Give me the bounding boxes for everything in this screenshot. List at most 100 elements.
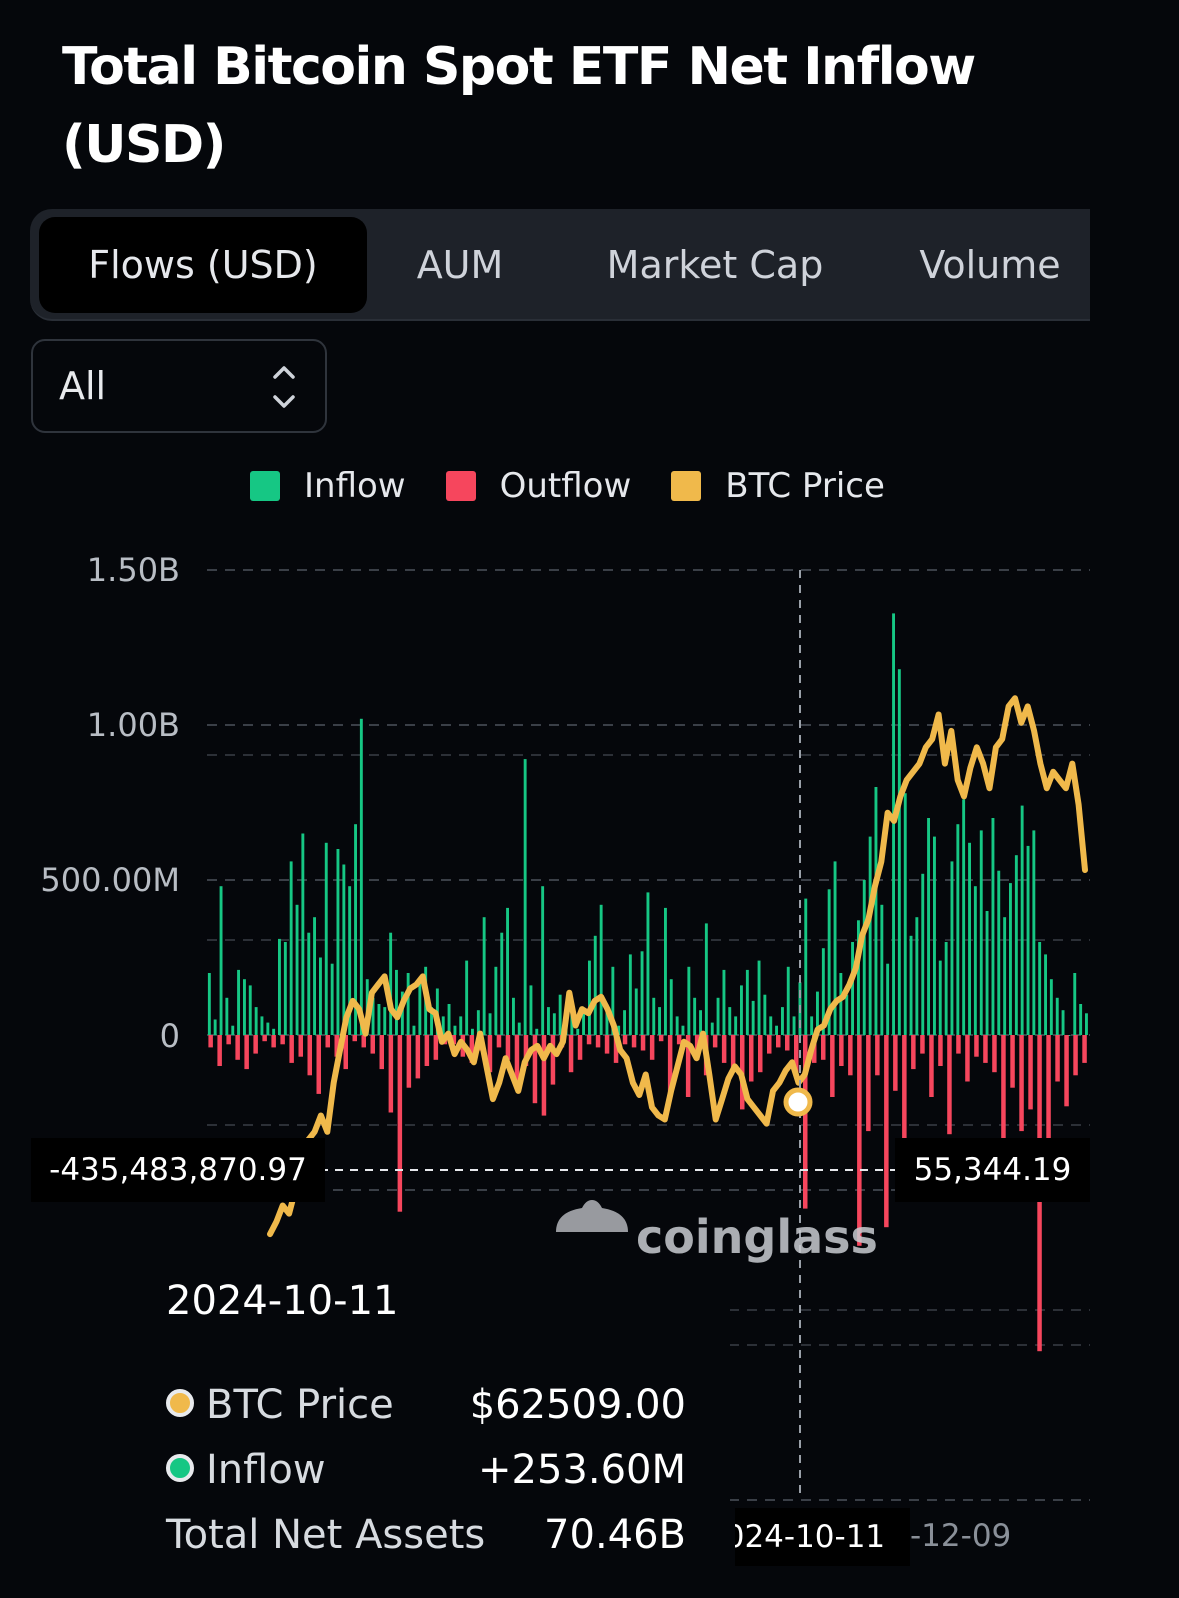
inflow-bar	[862, 880, 866, 1035]
legend-item-inflow[interactable]: Inflow	[250, 466, 406, 506]
tab-volume[interactable]: Volume	[919, 243, 1061, 287]
inflow-bar	[283, 942, 287, 1035]
range-select[interactable]: All	[31, 339, 327, 433]
crosshair-left-value: -435,483,870.97	[31, 1138, 325, 1202]
inflow-bar	[786, 966, 790, 1035]
inflow-bar	[909, 935, 913, 1035]
inflow-bar	[968, 842, 971, 1035]
outflow-bar	[920, 1035, 925, 1054]
inflow-bar	[687, 966, 691, 1035]
inflow-bar	[628, 954, 632, 1035]
inflow-bar	[482, 917, 486, 1035]
outflow-bar	[848, 1035, 853, 1076]
inflow-bar	[295, 904, 299, 1035]
outflow-bar	[469, 1035, 475, 1063]
tooltip-value: +253.60M	[478, 1447, 686, 1493]
inflow-bar	[506, 907, 509, 1035]
inflow-bar	[693, 997, 697, 1035]
inflow-bar	[634, 988, 638, 1035]
outflow-bar	[397, 1035, 403, 1212]
outflow-bar	[433, 1035, 439, 1060]
inflow-bar	[400, 991, 404, 1035]
inflow-bar	[757, 960, 761, 1035]
inflow-bar	[523, 759, 527, 1035]
inflow-bar	[377, 1004, 381, 1035]
inflow-bar	[880, 904, 884, 1035]
inflow-bar	[903, 793, 907, 1035]
inflow-bar	[816, 991, 819, 1035]
outflow-bar	[1028, 1035, 1033, 1110]
watermark-logo	[556, 1200, 628, 1232]
inflow-bar	[447, 1004, 451, 1035]
outflow-bar	[523, 1035, 529, 1066]
inflow-bar	[359, 718, 363, 1035]
tooltip-row-btc-price: BTC Price $62509.00	[166, 1382, 686, 1428]
page-title: Total Bitcoin Spot ETF Net Inflow (USD)	[62, 37, 976, 175]
legend-item-outflow[interactable]: Outflow	[445, 466, 631, 506]
outflow-bar	[208, 1035, 213, 1048]
inflow-bar	[1003, 917, 1007, 1035]
outflow-bar	[388, 1035, 394, 1113]
inflow-bar	[1026, 845, 1030, 1035]
inflow-bar	[558, 994, 562, 1035]
outflow-bar	[749, 1035, 754, 1082]
outflow-bar	[712, 1035, 718, 1048]
tooltip-label: BTC Price	[206, 1382, 394, 1428]
crosshair-point	[783, 1087, 813, 1117]
tooltip-label: Inflow	[206, 1447, 326, 1493]
inflow-bar	[342, 864, 346, 1035]
outflow-bar	[875, 1035, 880, 1076]
inflow-bar	[833, 861, 837, 1035]
inflow-bar	[745, 969, 749, 1035]
tooltip-value: 70.46B	[544, 1512, 686, 1558]
inflow-bar	[418, 979, 422, 1035]
inflow-bar	[669, 979, 673, 1035]
inflow-bar	[699, 1010, 702, 1035]
legend-item-btc-price[interactable]: BTC Price	[671, 466, 885, 506]
legend-label-inflow: Inflow	[304, 466, 406, 506]
inflow-bar	[453, 1025, 457, 1035]
inflow-bar	[330, 963, 334, 1035]
legend-label-btc-price: BTC Price	[725, 466, 885, 506]
outflow-bar	[271, 1035, 276, 1048]
outflow-bar	[298, 1035, 303, 1057]
inflow-bar	[219, 886, 223, 1035]
inflow-bar	[868, 836, 872, 1035]
inflow-bar	[500, 932, 504, 1035]
outflow-bar	[550, 1035, 556, 1085]
y-tick-label: 0	[160, 1017, 180, 1055]
inflow-bar	[886, 963, 890, 1035]
outflow-bar	[253, 1035, 258, 1054]
y-tick-label: 500.00M	[40, 861, 180, 899]
inflow-bar	[821, 948, 825, 1035]
outflow-bar	[568, 1035, 574, 1073]
inflow-bar	[763, 994, 767, 1035]
outflow-bar	[767, 1035, 772, 1054]
outflow-bar	[451, 1035, 457, 1045]
inflow-bar	[1032, 830, 1036, 1035]
inflow-bar	[751, 1000, 755, 1035]
inflow-bar	[921, 873, 925, 1035]
outflow-bar	[289, 1035, 294, 1063]
outflow-bar	[929, 1035, 934, 1097]
inflow-bar	[535, 1028, 539, 1035]
tab-flows[interactable]: Flows (USD)	[39, 217, 367, 313]
outflow-bar	[604, 1035, 610, 1054]
inflow-bar	[319, 957, 322, 1035]
outflow-bar	[1073, 1035, 1078, 1076]
outflow-bar	[830, 1035, 835, 1097]
inflow-bar	[389, 932, 393, 1035]
outflow-bar	[415, 1035, 421, 1079]
outflow-bar	[586, 1035, 592, 1045]
outflow-bar	[613, 1035, 619, 1063]
inflow-bar	[646, 892, 650, 1035]
inflow-bar	[459, 1016, 463, 1035]
tab-market-cap[interactable]: Market Cap	[606, 243, 824, 287]
inflow-bar	[658, 1007, 661, 1035]
inflow-bar	[301, 833, 305, 1035]
inflow-bar	[441, 1016, 445, 1035]
tab-aum[interactable]: AUM	[416, 243, 504, 287]
inflow-bar	[1020, 805, 1024, 1035]
outflow-bar	[379, 1035, 384, 1070]
